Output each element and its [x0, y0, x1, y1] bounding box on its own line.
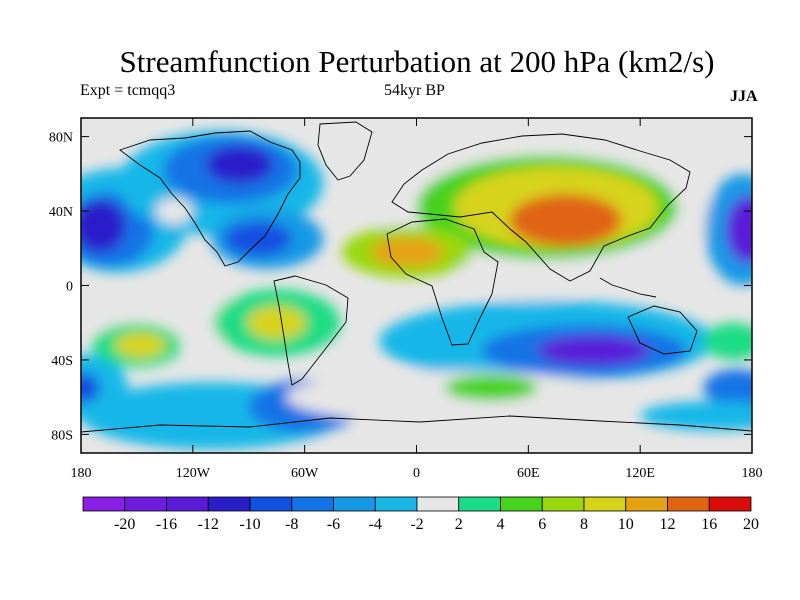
colorbar-box [416, 496, 460, 512]
field-contour-neg10 [81, 199, 126, 252]
x-tick-label: 180 [71, 466, 92, 481]
colorbar-box [124, 496, 167, 512]
season-label: JJA [730, 88, 758, 105]
colorbar-label: 2 [455, 516, 463, 533]
colorbar-label: 4 [497, 516, 505, 533]
field-contour-pos6 [703, 322, 752, 360]
colorbar-label: -8 [285, 516, 298, 533]
colorbar-label: -2 [410, 516, 423, 533]
coast-antarctica [81, 415, 752, 433]
colorbar-box [374, 496, 418, 512]
field-contour-pos4 [155, 198, 193, 225]
experiment-label: Expt = tcmqq3 [80, 82, 176, 99]
coast-indonesia [599, 277, 657, 298]
field-contour-pos20 [509, 194, 622, 247]
colorbar-label: -20 [114, 516, 135, 533]
colorbar-box [249, 496, 293, 512]
colorbar-label: -6 [327, 516, 340, 533]
colorbar-label: -12 [198, 516, 219, 533]
colorbar-box [333, 496, 376, 512]
streamfunction-field [81, 131, 752, 450]
colorbar-box [541, 496, 585, 512]
field-contours [81, 131, 752, 450]
y-tick-label: 80S [51, 428, 73, 443]
colorbar-label: -10 [239, 516, 260, 533]
y-tick-label: 0 [66, 280, 73, 295]
colorbar: -20 -16 -12 -10 -8 -6 -4 -2 2 4 6 8 10 12 16 20 [82, 496, 759, 533]
colorbar-label: 10 [618, 516, 634, 533]
colorbar-label: 12 [660, 516, 676, 533]
field-contour-pos12 [246, 305, 307, 340]
colorbar-box [708, 496, 752, 512]
x-tick-label: 120E [625, 466, 655, 481]
x-tick-label: 60W [291, 466, 319, 481]
map-axes: 180 120W 60W 0 60E 120E 180 80N 40N 0 40S 80S [49, 118, 763, 481]
y-tick-label: 40S [51, 354, 73, 369]
period-label: 54kyr BP [384, 82, 445, 99]
coast-eurasia [391, 133, 691, 282]
y-tick-label: 40N [49, 205, 73, 220]
field-contour-neg8 [81, 372, 100, 403]
x-tick-label: 120W [176, 466, 211, 481]
field-contour-pos8 [444, 374, 538, 401]
coast-greenland [317, 121, 373, 181]
coastlines [81, 121, 752, 433]
x-tick-label: 0 [413, 466, 420, 481]
map-panel [80, 117, 753, 454]
field-contour-neg12 [537, 335, 650, 366]
colorbar-labels: -20 -16 -12 -10 -8 -6 -4 -2 2 4 6 8 10 12 16 20 [114, 516, 759, 533]
field-contour-pos4 [286, 371, 622, 424]
colorbar-label: 16 [701, 516, 717, 533]
field-contour-pos16 [369, 237, 445, 267]
colorbar-box [458, 496, 501, 512]
colorbar-label: 6 [538, 516, 546, 533]
colorbar-label: -4 [369, 516, 382, 533]
map-title: Streamfunction Perturbation at 200 hPa (… [119, 44, 715, 79]
coast-australia [627, 305, 698, 355]
colorbar-box [625, 496, 668, 512]
field-contour-neg2 [640, 400, 752, 431]
colorbar-label: -16 [156, 516, 177, 533]
colorbar-label: 20 [743, 516, 759, 533]
colorbar-box [583, 496, 627, 512]
field-contour-neg6 [703, 369, 752, 407]
field-contour-pos4 [472, 270, 585, 301]
colorbar-label: 8 [580, 516, 588, 533]
colorbar-box [207, 496, 251, 512]
coast-south-america [273, 275, 349, 386]
x-tick-label: 60E [517, 466, 540, 481]
field-contour-neg10 [205, 145, 273, 184]
colorbar-box [166, 496, 209, 512]
colorbar-box [500, 496, 543, 512]
field-contour-pos12 [114, 332, 167, 359]
colorbar-box [82, 496, 126, 512]
x-tick-label: 180 [742, 466, 763, 481]
y-tick-label: 80N [49, 131, 73, 146]
colorbar-boxes [82, 496, 752, 512]
coast-africa [386, 218, 499, 346]
field-contour-neg12 [725, 196, 752, 264]
colorbar-box [667, 496, 710, 512]
field-contour-neg8 [224, 222, 292, 256]
coast-north-america [119, 130, 301, 267]
colorbar-box [291, 496, 334, 512]
